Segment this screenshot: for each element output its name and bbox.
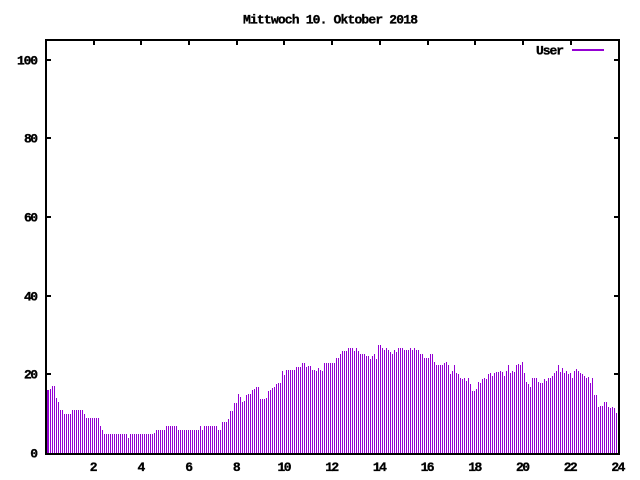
svg-text:6: 6 xyxy=(185,460,193,475)
svg-text:100: 100 xyxy=(17,54,38,69)
svg-text:User: User xyxy=(536,44,564,59)
svg-text:18: 18 xyxy=(468,460,482,475)
svg-text:Mittwoch 10. Oktober 2018: Mittwoch 10. Oktober 2018 xyxy=(243,13,418,28)
svg-text:12: 12 xyxy=(325,460,339,475)
svg-text:8: 8 xyxy=(233,460,241,475)
svg-text:80: 80 xyxy=(24,132,38,147)
svg-text:40: 40 xyxy=(24,290,38,305)
svg-text:0: 0 xyxy=(30,447,38,462)
svg-text:20: 20 xyxy=(516,460,530,475)
svg-text:24: 24 xyxy=(611,460,625,475)
svg-text:20: 20 xyxy=(24,368,38,383)
svg-text:4: 4 xyxy=(137,460,145,475)
svg-text:22: 22 xyxy=(564,460,578,475)
svg-text:10: 10 xyxy=(278,460,292,475)
svg-text:60: 60 xyxy=(24,211,38,226)
svg-text:2: 2 xyxy=(90,460,98,475)
svg-text:16: 16 xyxy=(421,460,435,475)
svg-text:14: 14 xyxy=(373,460,387,475)
